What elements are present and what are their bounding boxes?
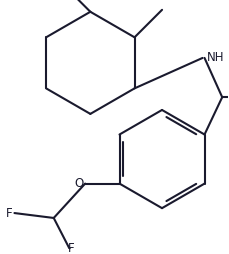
Text: F: F — [6, 207, 12, 219]
Text: NH: NH — [206, 51, 223, 65]
Text: O: O — [74, 177, 83, 190]
Text: F: F — [68, 242, 74, 254]
